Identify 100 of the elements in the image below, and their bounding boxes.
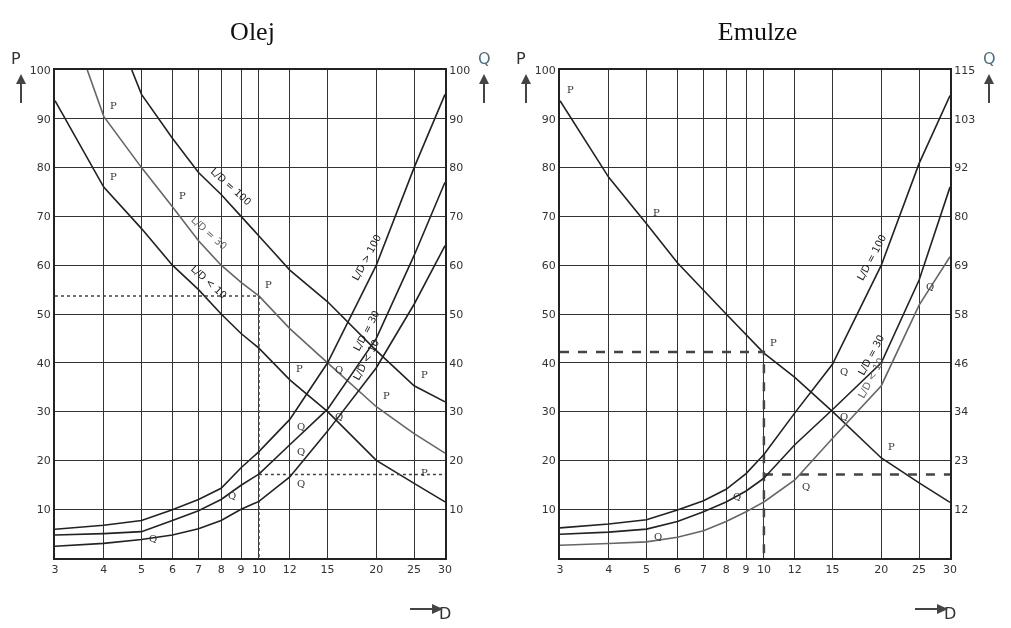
y2-tick-label: 80 — [449, 161, 464, 175]
y-tick-label: 70 — [36, 210, 51, 224]
y2-tick-label: 20 — [449, 454, 464, 468]
y-tick-label: 40 — [36, 356, 51, 370]
y-tick-label: 40 — [541, 356, 556, 370]
y-tick-label: 100 — [29, 63, 51, 77]
x-tick-label: 15 — [825, 563, 840, 577]
y2-axis-title: Q — [478, 49, 491, 68]
y-tick-label: 50 — [541, 307, 556, 321]
annotation: Q — [297, 446, 306, 457]
annotation: P — [296, 363, 303, 374]
y-tick-label: 20 — [36, 454, 51, 468]
y-tick-label: 30 — [541, 405, 556, 419]
annotation: Q — [335, 364, 344, 375]
x-tick-label: 25 — [912, 563, 927, 577]
x-tick-label: 9 — [742, 563, 750, 577]
annotation: P — [383, 390, 390, 401]
x-tick-label: 3 — [51, 563, 59, 577]
y-tick-label: 60 — [36, 259, 51, 273]
y2-tick-label: 90 — [449, 112, 464, 126]
y-tick-label: 80 — [541, 161, 556, 175]
annotation: Q — [802, 481, 811, 492]
y2-tick-label: 40 — [449, 356, 464, 370]
y-tick-label: 100 — [534, 63, 556, 77]
annotation: P — [567, 84, 574, 95]
x-tick-label: 10 — [756, 563, 771, 577]
y-tick-label: 30 — [36, 405, 51, 419]
chart-title: Emulze — [717, 17, 798, 47]
x-tick-label: 4 — [605, 563, 613, 577]
annotation: Q — [840, 366, 849, 377]
x-tick-label: 10 — [251, 563, 266, 577]
annotation: Q — [840, 411, 849, 422]
x-tick-label: 7 — [700, 563, 708, 577]
y2-tick-label: 69 — [954, 259, 969, 273]
annotation: P — [265, 279, 272, 290]
x-tick-label: 20 — [874, 563, 889, 577]
x-tick-label: 5 — [138, 563, 146, 577]
y-axis-title: P — [516, 49, 526, 68]
text: L/D = 100 — [854, 232, 889, 283]
annotation: Q — [654, 531, 663, 542]
x-tick-label: 7 — [195, 563, 203, 577]
y2-tick-label: 23 — [954, 454, 969, 468]
y2-tick-label: 70 — [449, 210, 464, 224]
y2-tick-label: 92 — [954, 161, 969, 175]
y-tick-label: 10 — [541, 503, 556, 517]
y2-axis-title: Q — [983, 49, 996, 68]
y-axis-title: P — [11, 49, 21, 68]
text: L/D = 100 — [208, 165, 254, 208]
y-tick-label: 70 — [541, 210, 556, 224]
x-tick-label: 12 — [282, 563, 297, 577]
x-tick-label: 5 — [643, 563, 651, 577]
y2-tick-label: 34 — [954, 405, 969, 419]
annotation: P — [421, 369, 428, 380]
x-tick-label: 6 — [168, 563, 176, 577]
annotation: P — [179, 190, 186, 201]
y-tick-label: 80 — [36, 161, 51, 175]
text: L/D > 100 — [349, 232, 384, 283]
annotation: Q — [297, 478, 306, 489]
x-tick-label: 25 — [407, 563, 422, 577]
x-tick-label: 8 — [722, 563, 730, 577]
y2-tick-label: 80 — [954, 210, 969, 224]
y-tick-label: 90 — [36, 112, 51, 126]
x-tick-label: 6 — [673, 563, 681, 577]
y-tick-label: 10 — [36, 503, 51, 517]
y-tick-label: 60 — [541, 259, 556, 273]
y2-tick-label: 30 — [449, 405, 464, 419]
x-tick-label: 30 — [438, 563, 452, 577]
y2-tick-label: 100 — [449, 63, 471, 77]
x-tick-label: 4 — [100, 563, 108, 577]
chart-title: Olej — [230, 17, 275, 47]
y-tick-label: 90 — [541, 112, 556, 126]
x-tick-label: 9 — [237, 563, 245, 577]
x-tick-label: 3 — [556, 563, 564, 577]
y2-tick-label: 60 — [449, 259, 464, 273]
text: L/D < 10 — [188, 263, 230, 301]
y2-tick-label: 103 — [954, 112, 976, 126]
y-tick-label: 50 — [36, 307, 51, 321]
annotation: P — [653, 207, 660, 218]
annotation: P — [770, 337, 777, 348]
text: L/D = 30 — [189, 214, 230, 252]
x-tick-label: 20 — [369, 563, 384, 577]
annotation: P — [110, 100, 117, 111]
y2-tick-label: 46 — [954, 356, 969, 370]
annotation: P — [421, 467, 428, 478]
y-tick-label: 20 — [541, 454, 556, 468]
x-axis-title: D — [439, 604, 452, 623]
x-tick-label: 15 — [320, 563, 335, 577]
annotation: P — [888, 441, 895, 452]
y2-tick-label: 12 — [954, 503, 969, 517]
y2-tick-label: 58 — [954, 307, 969, 321]
y2-tick-label: 115 — [954, 63, 976, 77]
annotation: P — [110, 171, 117, 182]
x-axis-title: D — [944, 604, 957, 623]
x-tick-label: 30 — [943, 563, 957, 577]
x-tick-label: 12 — [787, 563, 802, 577]
y2-tick-label: 10 — [449, 503, 464, 517]
x-tick-label: 8 — [217, 563, 225, 577]
annotation: Q — [297, 421, 306, 432]
annotation: Q — [228, 490, 237, 501]
y2-tick-label: 50 — [449, 307, 464, 321]
